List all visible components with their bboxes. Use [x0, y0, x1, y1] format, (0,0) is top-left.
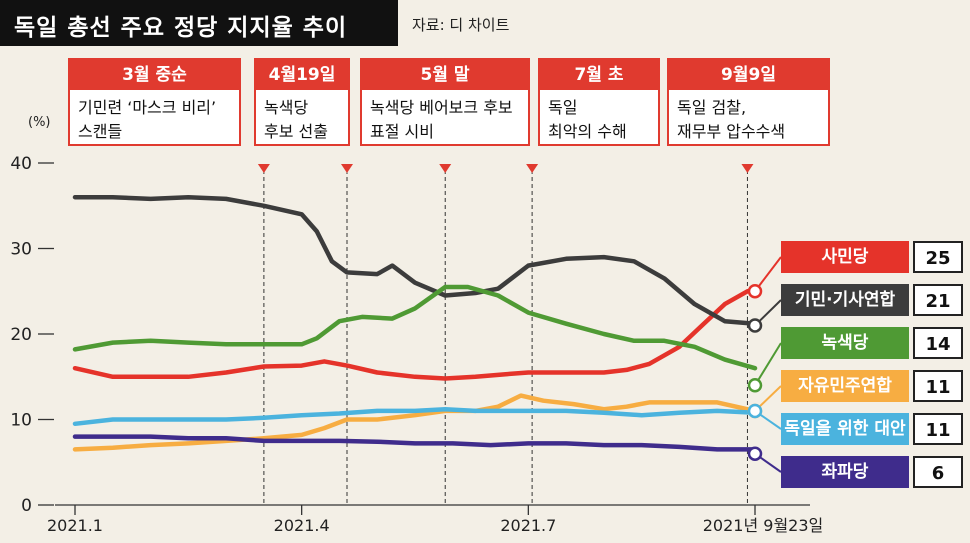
event-box-3: 5월 말 녹색당 베어보크 후보 표절 시비	[360, 58, 530, 146]
series-line-afd	[72, 406, 758, 427]
event-box-5: 9월9일 독일 검찰, 재무부 압수수색	[667, 58, 830, 146]
legend-item-fdp: 자유민주연합 11	[781, 370, 965, 402]
legend-label-afd: 독일을 위한 대안	[781, 413, 909, 445]
legend-item-green: 녹색당 14	[781, 327, 965, 359]
event-line: 재무부 압수수색	[677, 122, 786, 141]
x-tick-label: 2021.4	[274, 516, 330, 535]
event-pointer	[257, 164, 270, 173]
x-tick-label: 2021년 9월23일	[703, 516, 824, 535]
event-header-3: 5월 말	[362, 60, 528, 90]
legend-item-spd: 사민당 25	[781, 241, 965, 273]
page-title: 독일 총선 주요 정당 지지율 추이	[14, 15, 348, 41]
series-line-left	[72, 434, 758, 452]
y-axis-unit: (%)	[28, 115, 51, 130]
event-line: 최악의 수해	[548, 122, 627, 141]
event-header-2: 4월19일	[256, 60, 348, 90]
event-pointer	[439, 164, 452, 173]
legend-label-spd: 사민당	[781, 241, 909, 273]
y-tick-label: 0	[21, 496, 32, 516]
event-line: 녹색당	[264, 98, 309, 117]
series-end-marker-afd	[747, 403, 763, 419]
event-pointer	[341, 164, 353, 173]
legend-value-green: 14	[913, 327, 963, 359]
legend-item-left: 좌파당 6	[781, 456, 965, 488]
legend-value-afd: 11	[913, 413, 963, 445]
event-body-2: 녹색당 후보 선출	[256, 90, 348, 144]
y-tick-label: 40	[10, 154, 32, 174]
event-body-5: 독일 검찰, 재무부 압수수색	[669, 90, 828, 144]
series-end-marker-left	[747, 446, 763, 461]
event-line: 표절 시비	[370, 122, 434, 141]
legend-label-left: 좌파당	[781, 456, 909, 488]
series-line-green	[72, 284, 758, 371]
y-tick-label: 10	[10, 411, 32, 431]
series-end-marker-green	[747, 378, 763, 393]
y-tick-label: 20	[10, 325, 32, 345]
series-line-spd	[72, 287, 758, 381]
legend-label-green: 녹색당	[781, 327, 909, 359]
event-line: 독일	[548, 98, 578, 117]
series-line-cdu	[72, 194, 758, 326]
event-box-1: 3월 중순 기민련 ‘마스크 비리’ 스캔들	[68, 58, 241, 146]
event-line: 독일 검찰,	[677, 98, 747, 117]
title-box: 독일 총선 주요 정당 지지율 추이	[0, 0, 398, 46]
legend-label-cdu: 기민·기사연합	[781, 284, 909, 316]
event-line: 스캔들	[78, 122, 123, 141]
x-tick-label: 2021.1	[47, 516, 103, 535]
event-body-4: 독일 최악의 수해	[540, 90, 658, 144]
event-pointer	[526, 164, 539, 173]
event-header-1: 3월 중순	[70, 60, 239, 90]
y-tick-label: 30	[10, 240, 32, 260]
event-body-3: 녹색당 베어보크 후보 표절 시비	[362, 90, 528, 144]
event-line: 녹색당 베어보크 후보	[370, 98, 513, 117]
event-pointer	[741, 164, 754, 173]
series-end-marker-cdu	[747, 318, 763, 333]
legend-value-spd: 25	[913, 241, 963, 273]
legend-item-afd: 독일을 위한 대안 11	[781, 413, 965, 445]
legend-value-fdp: 11	[913, 370, 963, 402]
event-line: 기민련 ‘마스크 비리’	[78, 98, 217, 117]
legend-item-cdu: 기민·기사연합 21	[781, 284, 965, 316]
source-note: 자료: 디 차이트	[412, 16, 510, 34]
legend-value-cdu: 21	[913, 284, 963, 316]
event-box-4: 7월 초 독일 최악의 수해	[538, 58, 660, 146]
legend-label-fdp: 자유민주연합	[781, 370, 909, 402]
event-box-2: 4월19일 녹색당 후보 선출	[254, 58, 350, 146]
event-body-1: 기민련 ‘마스크 비리’ 스캔들	[70, 90, 239, 144]
event-header-5: 9월9일	[669, 60, 828, 90]
x-tick-label: 2021.7	[500, 516, 556, 535]
series-end-marker-spd	[747, 284, 763, 299]
event-header-4: 7월 초	[540, 60, 658, 90]
event-line: 후보 선출	[264, 122, 328, 141]
legend-value-left: 6	[913, 456, 963, 488]
legend-connector-green	[754, 342, 782, 386]
